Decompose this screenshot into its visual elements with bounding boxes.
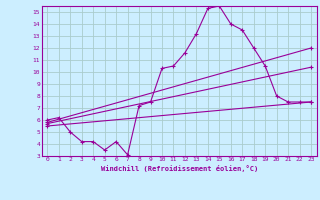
X-axis label: Windchill (Refroidissement éolien,°C): Windchill (Refroidissement éolien,°C) xyxy=(100,165,258,172)
